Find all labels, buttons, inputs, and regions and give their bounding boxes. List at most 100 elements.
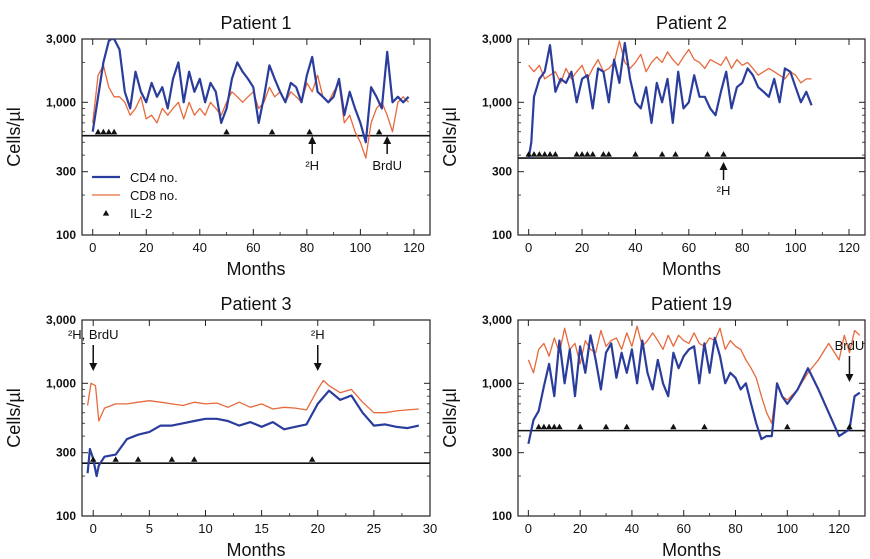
y-axis-label: Cells/µl	[440, 107, 460, 166]
il2-marker	[701, 423, 708, 430]
cd8-series-line	[86, 379, 419, 422]
il2-marker	[268, 128, 276, 135]
annotation-arrowhead	[308, 136, 317, 144]
il2-marker	[375, 128, 383, 135]
annotation-label: ²H	[717, 183, 731, 198]
y-tick-label: 300	[492, 446, 512, 460]
il2-marker	[846, 423, 853, 430]
annotation-arrowhead	[89, 363, 98, 371]
il2-marker	[784, 423, 791, 430]
plot-frame	[81, 319, 431, 517]
x-tick-label: 120	[403, 240, 425, 255]
il2-marker	[578, 151, 586, 157]
chart-panel-3: Patient 3 Cells/µl Months 100 300 1,000 3,000 0…	[4, 294, 437, 559]
x-tick-label: 15	[254, 521, 268, 536]
il2-marker	[536, 151, 543, 157]
annotation-label: ²H	[305, 158, 319, 173]
x-tick-label: 100	[776, 521, 798, 536]
annotation-arrowhead	[719, 162, 728, 170]
il2-marker	[623, 423, 630, 430]
il2-marker	[168, 456, 176, 462]
chart-panel-4: Patient 19 Cells/µl Months 100 300 1,000 3,000…	[440, 294, 866, 559]
x-tick-label: 100	[350, 240, 372, 255]
x-tick-label: 80	[728, 521, 742, 536]
x-tick-label: 0	[525, 521, 532, 536]
annotation-arrowhead	[845, 374, 854, 382]
x-tick-label: 0	[89, 240, 96, 255]
chart-title: Patient 3	[220, 294, 291, 314]
y-tick-label: 100	[492, 509, 512, 523]
x-tick-label: 120	[828, 521, 850, 536]
il2-marker	[308, 456, 316, 462]
il2-marker	[704, 151, 711, 157]
y-tick-label: 1,000	[46, 95, 76, 109]
il2-marker	[223, 128, 230, 135]
y-tick-label: 3,000	[46, 313, 76, 327]
x-tick-label: 20	[311, 521, 325, 536]
il2-marker	[600, 151, 607, 157]
il2-marker	[632, 151, 639, 157]
x-tick-label: 30	[423, 521, 437, 536]
x-axis-label: Months	[226, 259, 285, 279]
cd4-series-line	[86, 389, 420, 478]
x-tick-label: 120	[838, 240, 860, 255]
legend-label: CD8 no.	[130, 188, 178, 203]
x-tick-label: 20	[573, 521, 587, 536]
il2-marker	[602, 423, 610, 430]
il2-marker	[576, 423, 584, 430]
x-tick-label: 25	[367, 521, 381, 536]
legend-label: IL-2	[130, 206, 152, 221]
x-tick-label: 40	[625, 521, 639, 536]
x-tick-label: 0	[90, 521, 97, 536]
il2-marker	[94, 128, 102, 135]
legend-marker-il2	[102, 210, 110, 216]
cd4-series-line	[527, 41, 813, 159]
y-tick-label: 100	[56, 228, 76, 242]
annotation-label: ²H, BrdU	[68, 327, 119, 342]
x-tick-label: 60	[682, 240, 696, 255]
y-tick-label: 1,000	[482, 376, 512, 390]
il2-marker	[556, 423, 563, 430]
annotation-arrowhead	[313, 363, 322, 371]
legend-label: CD4 no.	[130, 170, 178, 185]
annotation-label: BrdU	[372, 158, 402, 173]
x-axis-label: Months	[226, 540, 285, 559]
chart-title: Patient 19	[651, 294, 732, 314]
y-tick-label: 1,000	[46, 376, 76, 390]
il2-marker	[530, 151, 538, 157]
x-tick-label: 20	[139, 240, 153, 255]
il2-marker	[306, 128, 313, 135]
cd8-series-line	[528, 40, 812, 84]
x-tick-label: 0	[525, 240, 532, 255]
plot-frame	[517, 38, 866, 236]
y-tick-label: 3,000	[46, 32, 76, 46]
il2-marker	[541, 151, 548, 157]
y-tick-label: 1,000	[482, 95, 512, 109]
il2-marker	[589, 151, 596, 157]
cd4-series-line	[91, 39, 410, 144]
il2-marker	[100, 128, 107, 135]
il2-marker	[535, 423, 542, 430]
il2-marker	[584, 151, 591, 157]
x-tick-label: 60	[676, 521, 690, 536]
il2-marker	[112, 456, 119, 462]
il2-marker	[525, 151, 532, 157]
x-axis-label: Months	[662, 540, 721, 559]
il2-marker	[670, 423, 677, 430]
y-tick-label: 300	[492, 165, 512, 179]
il2-marker	[191, 456, 198, 462]
y-tick-label: 300	[56, 165, 76, 179]
annotation-label: ²H	[311, 327, 325, 342]
x-tick-label: 80	[735, 240, 749, 255]
x-tick-label: 20	[575, 240, 589, 255]
x-tick-label: 60	[246, 240, 260, 255]
x-tick-label: 5	[146, 521, 153, 536]
chart-title: Patient 1	[220, 13, 291, 33]
annotation-label: BrdU	[835, 338, 865, 353]
il2-marker	[546, 151, 554, 157]
il2-marker	[90, 456, 97, 462]
x-tick-label: 100	[785, 240, 807, 255]
il2-marker	[551, 423, 558, 430]
il2-marker	[545, 423, 553, 430]
